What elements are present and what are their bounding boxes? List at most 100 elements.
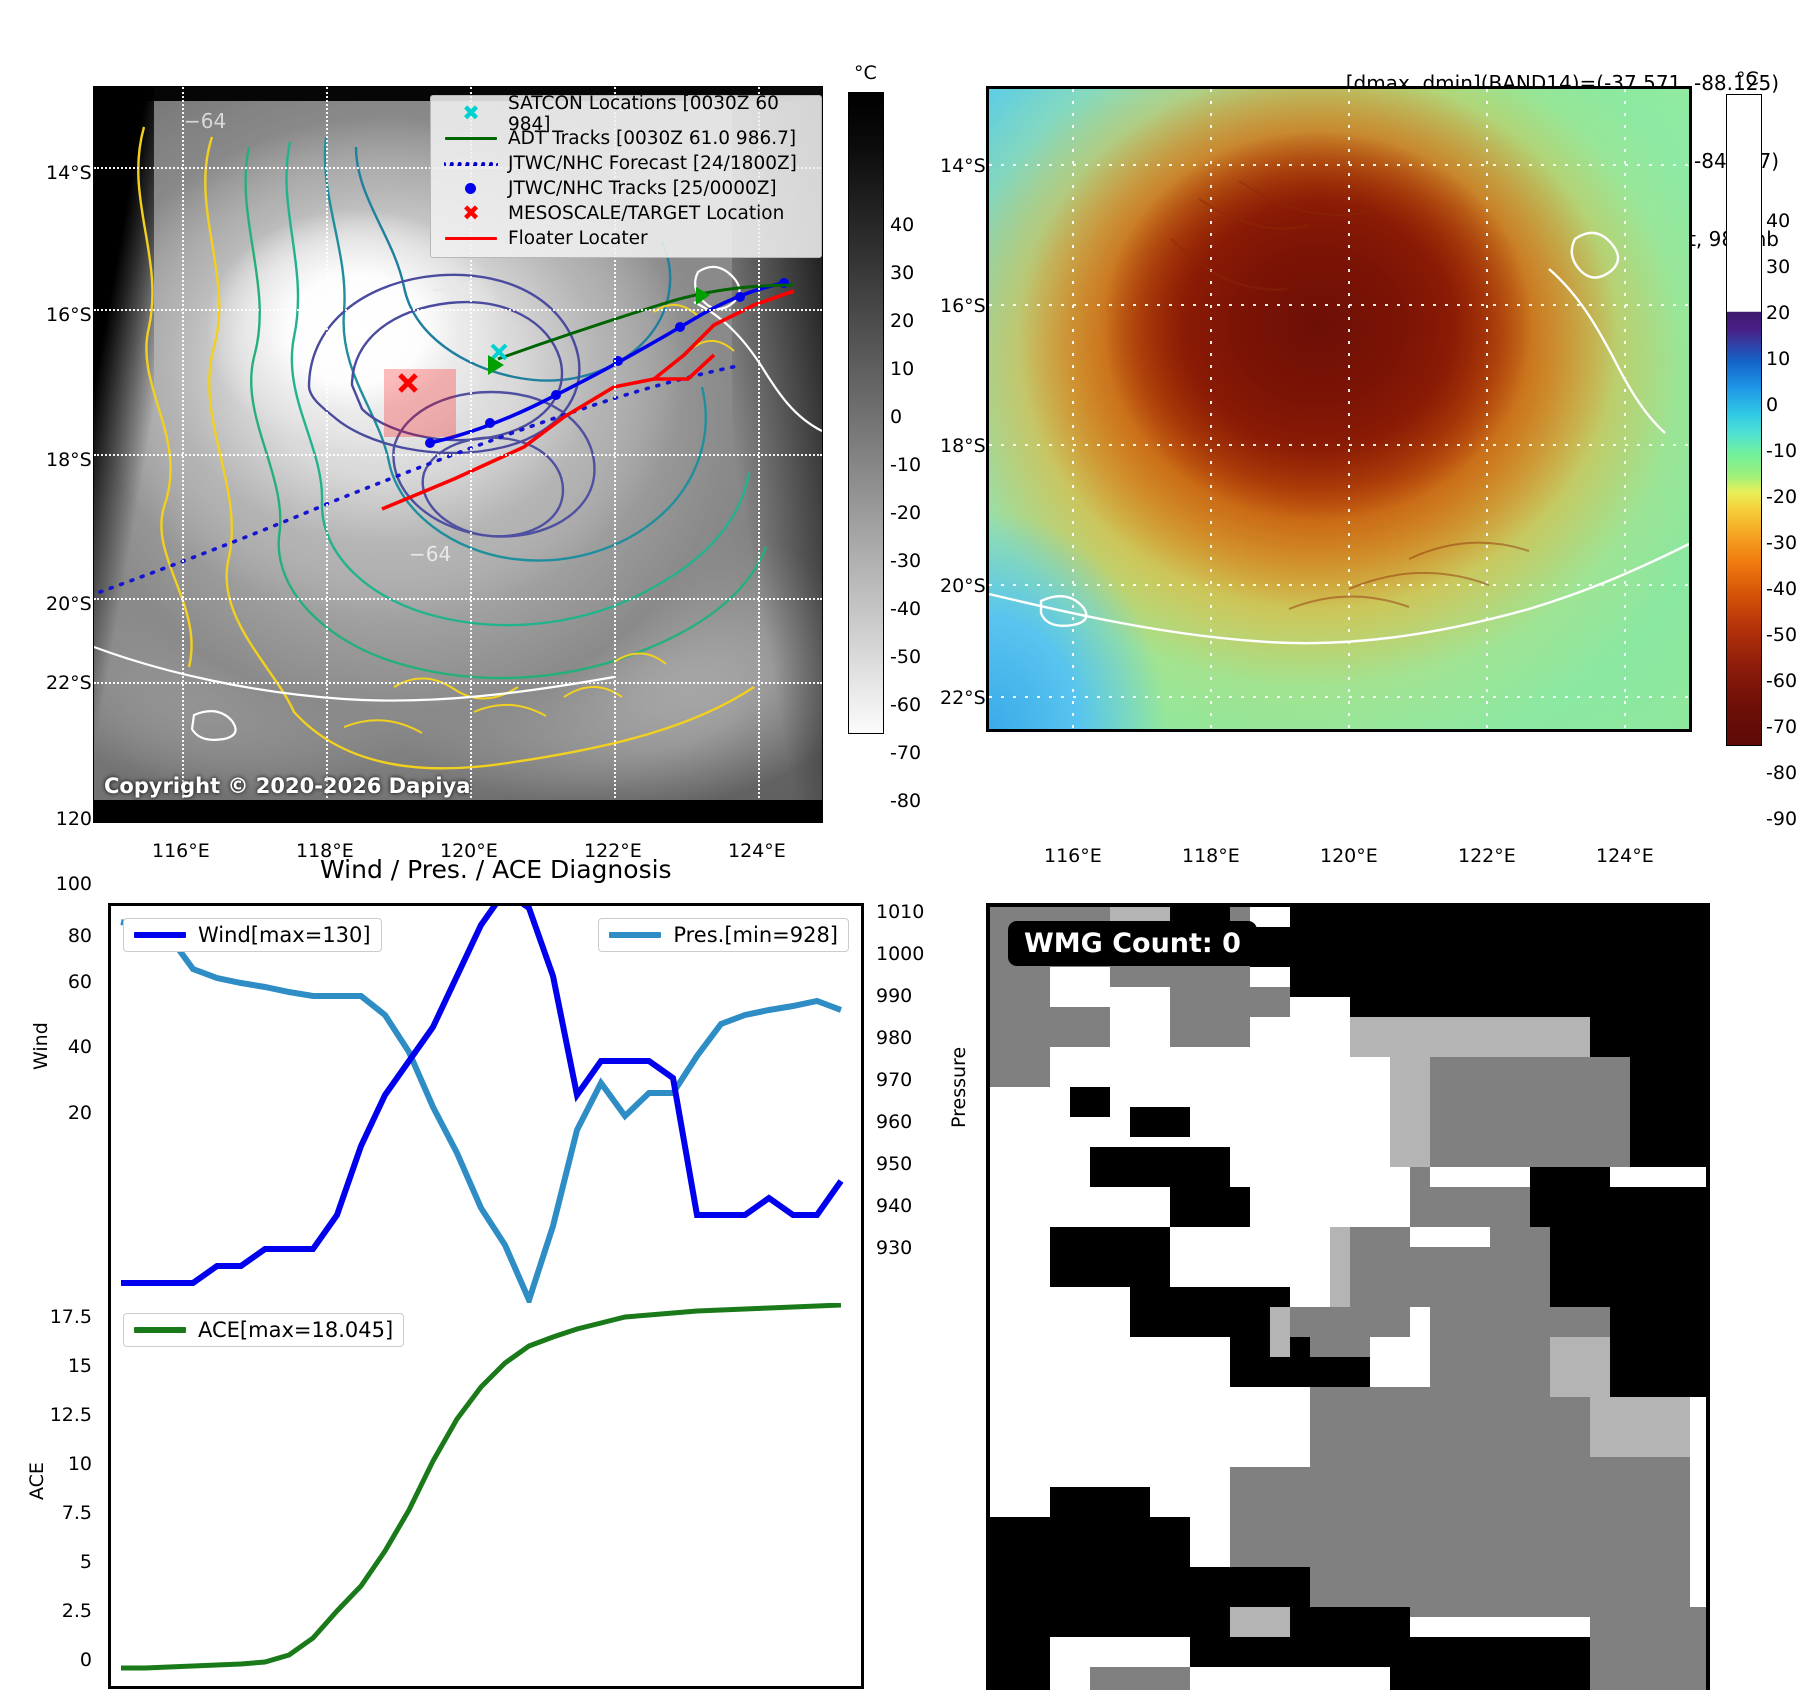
- legend-row-floater[interactable]: Floater Locater: [440, 226, 812, 251]
- wind-tick-60: 60: [67, 971, 92, 993]
- awv-lat-tick-14s: 14°S: [940, 155, 986, 177]
- wind-pressure-chart[interactable]: Wind[max=130] Pres.[min=928]: [108, 903, 864, 1309]
- wind-axis-label: Wind: [30, 1022, 52, 1070]
- cb-right-tick-m10: -10: [1766, 440, 1798, 462]
- legend-row-satcon[interactable]: ✖ SATCON Locations [0030Z 60 984]: [440, 93, 812, 135]
- cb-left-tick-m80: -80: [890, 790, 922, 812]
- gridline-lat-18: [94, 454, 822, 456]
- mesoscale-target-box: [384, 369, 456, 437]
- wind-tick-100: 100: [55, 873, 92, 895]
- wmg-panel[interactable]: WMG Count: 0: [986, 903, 1710, 1690]
- legend-label-floater: Floater Locater: [508, 228, 648, 249]
- ace-tick-5-0: 5: [79, 1551, 92, 1573]
- legend-row-tracks[interactable]: JTWC/NHC Tracks [25/0000Z]: [440, 176, 812, 201]
- ace-line: [121, 1303, 842, 1671]
- cb-right-tick-m20: -20: [1766, 486, 1798, 508]
- ace-series: [121, 1303, 842, 1671]
- cb-left-tick-30: 30: [890, 262, 915, 284]
- ir-contours: [94, 126, 822, 770]
- legend-row-forecast[interactable]: JTWC/NHC Forecast [24/1800Z]: [440, 151, 812, 176]
- cb-left-tick-m30: -30: [890, 550, 922, 572]
- legend-label-adt: ADT Tracks [0030Z 61.0 986.7]: [508, 128, 797, 149]
- forecast-dotted-line-icon: [440, 161, 502, 166]
- cb-left-tick-m10: -10: [890, 454, 922, 476]
- contour-label-upper-left: −64: [184, 109, 227, 133]
- ace-tick-0-0: 0: [79, 1649, 92, 1671]
- ace-tick-15-0: 15: [67, 1355, 92, 1377]
- pres-tick-1000: 1000: [876, 943, 925, 965]
- ir-lon-tick-116e: 116°E: [152, 840, 210, 862]
- pressure-legend-label: Pres.[min=928]: [673, 923, 838, 947]
- pres-tick-940: 940: [876, 1195, 913, 1217]
- ir-bottom-edge: [94, 800, 822, 822]
- ir-lat-tick-14s: 14°S: [46, 162, 92, 184]
- adt-line-icon: [440, 137, 502, 140]
- awv-cold-corner: [989, 431, 1227, 729]
- ir-lat-tick-16s: 16°S: [46, 304, 92, 326]
- colorbar-left[interactable]: [848, 92, 884, 734]
- ace-tick-10-0: 10: [67, 1453, 92, 1475]
- cb-left-tick-0: 0: [890, 406, 903, 428]
- cb-left-tick-m20: -20: [890, 502, 922, 524]
- copyright-notice: Copyright © 2020-2026 Dapiya: [104, 774, 471, 798]
- pressure-line: [120, 919, 843, 1306]
- wind-tick-80: 80: [67, 925, 92, 947]
- cb-right-tick-30: 30: [1766, 256, 1791, 278]
- colorbar-left-ticks: 40 30 20 10 0 -10 -20 -30 -40 -50 -60 -7…: [890, 92, 960, 812]
- contour-label-bottom: −64: [409, 542, 452, 566]
- legend-label-forecast: JTWC/NHC Forecast [24/1800Z]: [508, 153, 797, 174]
- colorbar-right-ticks: 40 30 20 10 0 -10 -20 -30 -40 -50 -60 -7…: [1766, 94, 1801, 830]
- cb-left-tick-m60: -60: [890, 694, 922, 716]
- pres-tick-930: 930: [876, 1237, 913, 1259]
- ir-lat-tick-20s: 20°S: [46, 593, 92, 615]
- cb-right-tick-m50: -50: [1766, 624, 1798, 646]
- satcon-x-icon: ✖: [462, 101, 480, 125]
- ir-satellite-panel[interactable]: −64 −64 −64 Copyright © 2020-2026 Dapiya…: [93, 86, 823, 823]
- ace-chart[interactable]: ACE[max=18.045]: [108, 1303, 864, 1689]
- pressure-legend[interactable]: Pres.[min=928]: [598, 918, 849, 952]
- ir-lon-tick-120e: 120°E: [440, 840, 498, 862]
- legend-row-mesoscale[interactable]: ✖ MESOSCALE/TARGET Location: [440, 201, 812, 226]
- wmg-count-badge: WMG Count: 0: [1008, 921, 1257, 966]
- floater-line-icon: [440, 237, 502, 240]
- mesoscale-x-icon: ✖: [462, 201, 480, 225]
- cb-left-tick-20: 20: [890, 310, 915, 332]
- cb-right-tick-40: 40: [1766, 210, 1791, 232]
- colorbar-right[interactable]: [1726, 94, 1762, 746]
- track-line-marker-icon: [440, 183, 502, 194]
- ace-legend[interactable]: ACE[max=18.045]: [123, 1313, 405, 1347]
- pressure-legend-swatch: [609, 932, 662, 938]
- mesoscale-target-marker: [398, 373, 418, 393]
- cb-right-tick-20: 20: [1766, 302, 1791, 324]
- ir-lon-tick-118e: 118°E: [296, 840, 354, 862]
- cb-right-tick-m70: -70: [1766, 716, 1798, 738]
- ace-tick-2-5: 2.5: [61, 1600, 92, 1622]
- pres-tick-950: 950: [876, 1153, 913, 1175]
- awv-lon-tick-120e: 120°E: [1320, 845, 1378, 867]
- legend-label-mesoscale: MESOSCALE/TARGET Location: [508, 203, 785, 224]
- awv-lat-tick-22s: 22°S: [940, 687, 986, 709]
- cb-right-tick-m90: -90: [1766, 808, 1798, 830]
- pres-tick-990: 990: [876, 985, 913, 1007]
- cb-right-tick-0: 0: [1766, 394, 1779, 416]
- ir-lon-tick-122e: 122°E: [584, 840, 642, 862]
- cb-right-tick-m40: -40: [1766, 578, 1798, 600]
- awv-overlays: [989, 89, 1689, 729]
- legend-row-adt[interactable]: ADT Tracks [0030Z 61.0 986.7]: [440, 126, 812, 151]
- ir-lat-tick-18s: 18°S: [46, 449, 92, 471]
- cb-right-tick-m60: -60: [1766, 670, 1798, 692]
- pres-tick-980: 980: [876, 1027, 913, 1049]
- awv-satellite-panel[interactable]: [986, 86, 1692, 732]
- cb-left-tick-40: 40: [890, 214, 915, 236]
- cb-right-tick-m80: -80: [1766, 762, 1798, 784]
- ace-axis-label: ACE: [26, 1462, 48, 1500]
- ace-legend-swatch: [134, 1327, 186, 1333]
- awv-lon-tick-118e: 118°E: [1182, 845, 1240, 867]
- wind-legend[interactable]: Wind[max=130]: [123, 918, 382, 952]
- wind-pressure-series: [120, 906, 844, 1306]
- ir-legend[interactable]: ✖ SATCON Locations [0030Z 60 984] ADT Tr…: [430, 93, 822, 258]
- ace-tick-12-5: 12.5: [49, 1404, 92, 1426]
- pres-tick-1010: 1010: [876, 901, 925, 923]
- gridline-lat-22: [94, 682, 822, 684]
